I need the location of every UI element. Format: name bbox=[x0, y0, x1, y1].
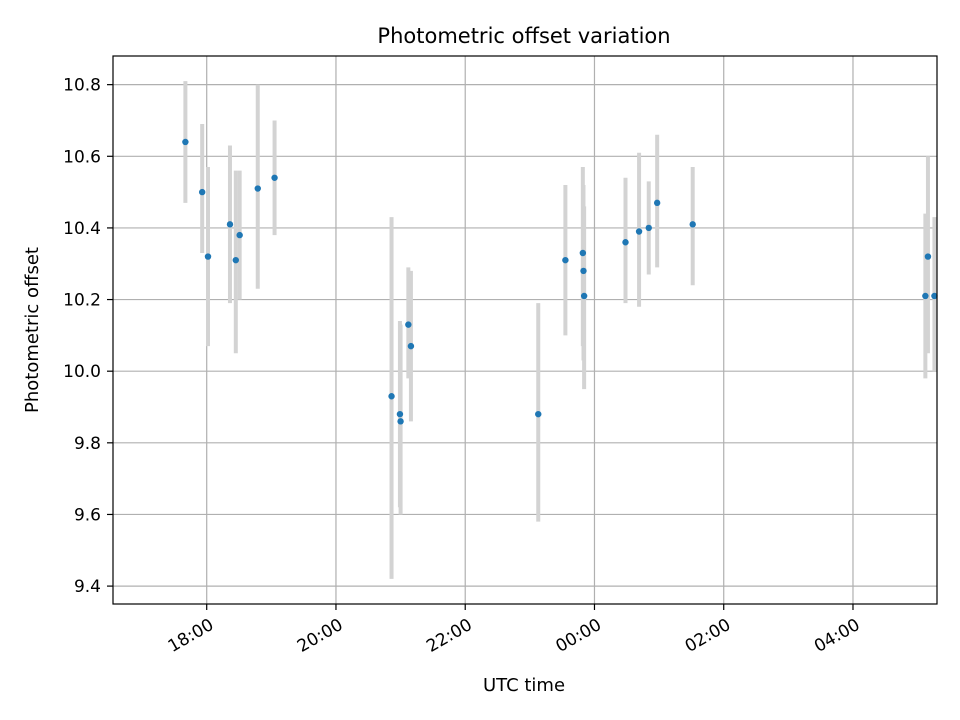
y-tick-label: 9.8 bbox=[74, 434, 101, 454]
data-point bbox=[388, 393, 395, 400]
x-tick-label: 22:00 bbox=[423, 615, 475, 657]
data-point bbox=[405, 321, 412, 328]
grid bbox=[113, 56, 937, 604]
data-point bbox=[922, 292, 929, 300]
data-point bbox=[924, 253, 932, 260]
data-point bbox=[226, 221, 234, 228]
data-point bbox=[645, 224, 652, 232]
data-point bbox=[204, 253, 212, 260]
data-point bbox=[689, 221, 696, 228]
data-points bbox=[182, 138, 938, 425]
x-tick-label: 20:00 bbox=[294, 615, 346, 657]
data-point bbox=[580, 292, 588, 300]
data-point bbox=[236, 231, 243, 239]
y-tick-label: 10.4 bbox=[63, 219, 101, 239]
y-tick-label: 9.6 bbox=[74, 505, 101, 525]
y-tick-label: 9.4 bbox=[74, 577, 101, 597]
x-tick-label: 02:00 bbox=[682, 615, 734, 657]
y-tick-label: 10.8 bbox=[63, 76, 101, 96]
data-point bbox=[254, 185, 261, 192]
x-tick-label: 04:00 bbox=[811, 615, 863, 657]
data-point bbox=[653, 199, 661, 207]
data-point bbox=[396, 410, 404, 418]
chart-title: Photometric offset variation bbox=[377, 24, 670, 48]
data-point bbox=[198, 188, 206, 196]
y-tick-label: 10.6 bbox=[63, 147, 101, 167]
data-point bbox=[182, 138, 189, 146]
data-point bbox=[622, 239, 629, 246]
data-point bbox=[580, 267, 587, 275]
data-point bbox=[635, 228, 643, 235]
y-axis-label: Photometric offset bbox=[22, 247, 43, 413]
y-tick-label: 10.0 bbox=[63, 362, 101, 382]
data-point bbox=[535, 410, 542, 418]
plot-frame bbox=[112, 55, 938, 605]
data-point bbox=[579, 249, 587, 257]
x-axis-label: UTC time bbox=[483, 675, 565, 696]
data-point bbox=[562, 256, 569, 264]
data-point bbox=[397, 418, 404, 425]
x-tick-label: 00:00 bbox=[553, 615, 605, 657]
data-point bbox=[271, 174, 278, 181]
data-point bbox=[931, 292, 938, 300]
y-tick-label: 10.2 bbox=[63, 291, 101, 311]
y-axis-ticks: 9.4 9.6 9.8 10.0 10.2 10.4 10.6 10.8 bbox=[63, 76, 113, 597]
x-tick-label: 18:00 bbox=[165, 615, 217, 657]
x-axis-ticks: 18:00 20:00 22:00 00:00 02:00 04:00 bbox=[165, 604, 863, 657]
data-point bbox=[232, 256, 239, 264]
data-point bbox=[407, 342, 415, 350]
